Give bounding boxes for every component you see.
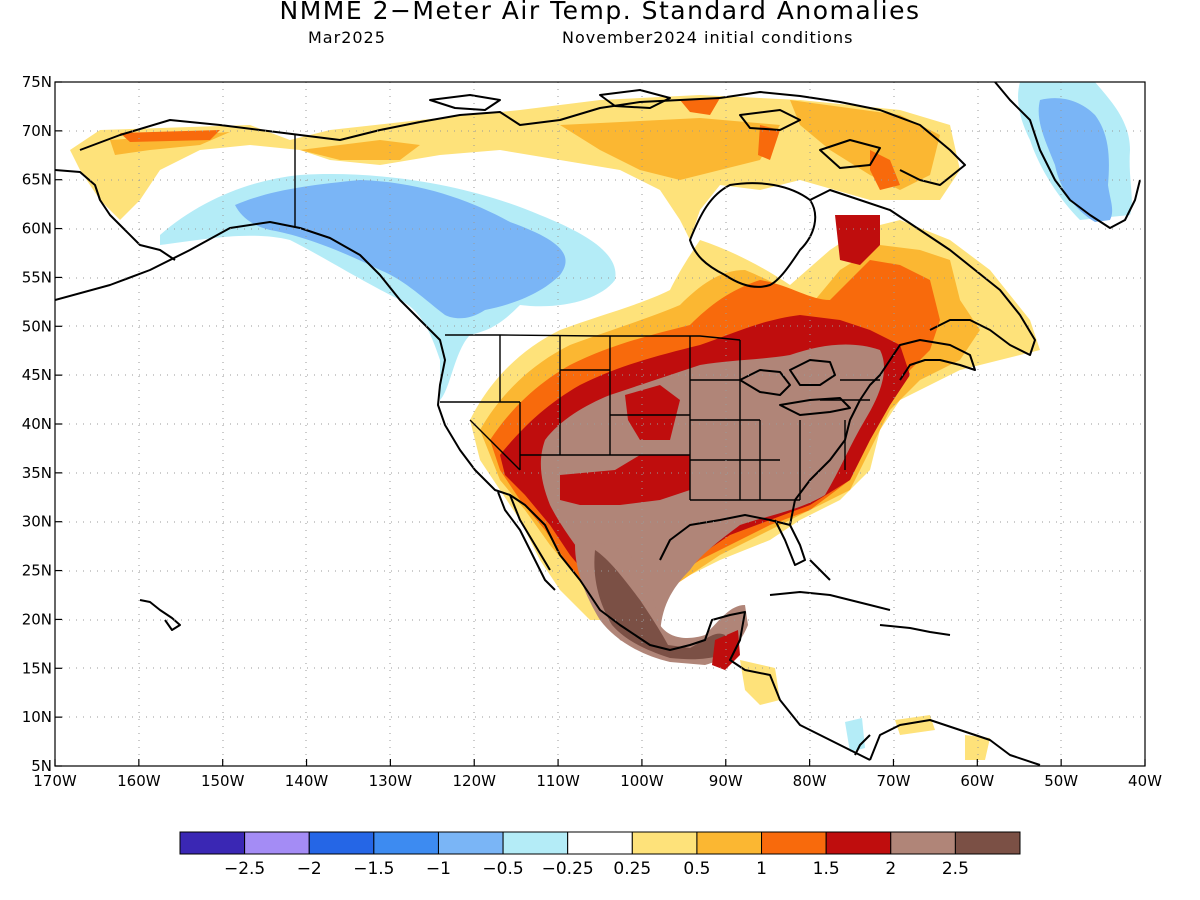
map-area (55, 82, 1145, 766)
lon-label: 170W (33, 772, 77, 790)
colombia-cool (845, 718, 865, 752)
colorbar-label: −0.25 (542, 859, 594, 879)
colorbar-label: 0.5 (683, 859, 710, 879)
arctic-warm-core (110, 100, 940, 190)
colorbar-swatch (954, 831, 1021, 855)
cold-spot-north (835, 215, 880, 265)
lon-label: 50W (1044, 772, 1078, 790)
extreme-warm-core (594, 550, 725, 660)
colorbar-swatch (567, 831, 633, 855)
lon-label: 130W (369, 772, 413, 790)
colorbar-label: 2.5 (942, 859, 969, 879)
colorbar-label: 2 (885, 859, 896, 879)
colorbar-label: −2 (297, 859, 322, 879)
colorbar-label: −1.5 (353, 859, 394, 879)
lat-label: 45N (22, 366, 52, 384)
lon-label: 110W (536, 772, 580, 790)
lat-label: 65N (22, 171, 52, 189)
lat-label: 60N (22, 220, 52, 238)
lat-label: 20N (22, 610, 52, 628)
lat-label: 25N (22, 562, 52, 580)
colorbar-swatch (631, 831, 698, 855)
colorbar-swatch (696, 831, 763, 855)
colorbar-label: 1.5 (813, 859, 840, 879)
colorbar-swatch (308, 831, 375, 855)
colorbar-label: −1 (426, 859, 451, 879)
lon-label: 60W (960, 772, 994, 790)
lon-label: 160W (117, 772, 161, 790)
lon-label: 40W (1128, 772, 1162, 790)
lon-label: 140W (285, 772, 329, 790)
colorbar: −2.5 −2 −1.5 −1 −0.5 −0.25 0.25 0.5 1 1.5 2 2.5 (179, 831, 1021, 879)
lat-label: 30N (22, 513, 52, 531)
lat-label: 10N (22, 708, 52, 726)
lon-label: 70W (877, 772, 911, 790)
lat-label: 50N (22, 317, 52, 335)
lon-label: 100W (620, 772, 664, 790)
lat-label: 55N (22, 268, 52, 286)
longitude-axis: 170W 160W 150W 140W 130W 120W 110W 100W 90W 80W 70… (33, 759, 1162, 790)
lat-label: 75N (22, 73, 52, 91)
initial-conditions: November2024 initial conditions (562, 28, 854, 47)
forecast-month: Mar2025 (308, 28, 386, 47)
colorbar-label: −0.5 (482, 859, 523, 879)
latitude-axis: 75N 70N 65N 60N 55N 50N 45N 40N 35N 30N 25N 20N 15N 1… (22, 73, 62, 775)
political-borders (294, 135, 880, 501)
colorbar-swatch (244, 831, 310, 855)
warm-pocket (560, 455, 690, 505)
anomaly-shading (70, 82, 1132, 760)
colorbar-swatch (761, 831, 827, 855)
colorbar-label: 1 (756, 859, 767, 879)
greenland-cool-core (1038, 98, 1113, 222)
lat-label: 35N (22, 464, 52, 482)
colorbar-label: 0.25 (613, 859, 651, 879)
central-america-mild (740, 660, 990, 760)
colorbar-swatch (437, 831, 504, 855)
lat-label: 70N (22, 122, 52, 140)
lon-label: 150W (201, 772, 245, 790)
colorbar-swatch (825, 831, 892, 855)
lat-label: 15N (22, 659, 52, 677)
colorbar-swatch (179, 831, 246, 855)
lon-label: 120W (452, 772, 496, 790)
colorbar-label: −2.5 (224, 859, 265, 879)
colorbar-swatch (373, 831, 439, 855)
warm-pocket-central (625, 385, 680, 440)
colorbar-swatch (890, 831, 956, 855)
map-title: NMME 2−Meter Air Temp. Standard Anomalie… (279, 0, 921, 25)
cool-anomaly-core (235, 180, 566, 319)
colorbar-swatch (502, 831, 569, 855)
lat-label: 40N (22, 415, 52, 433)
lat-label: 5N (31, 757, 52, 775)
lon-label: 90W (709, 772, 743, 790)
lon-label: 80W (793, 772, 827, 790)
coastlines (55, 82, 1141, 766)
